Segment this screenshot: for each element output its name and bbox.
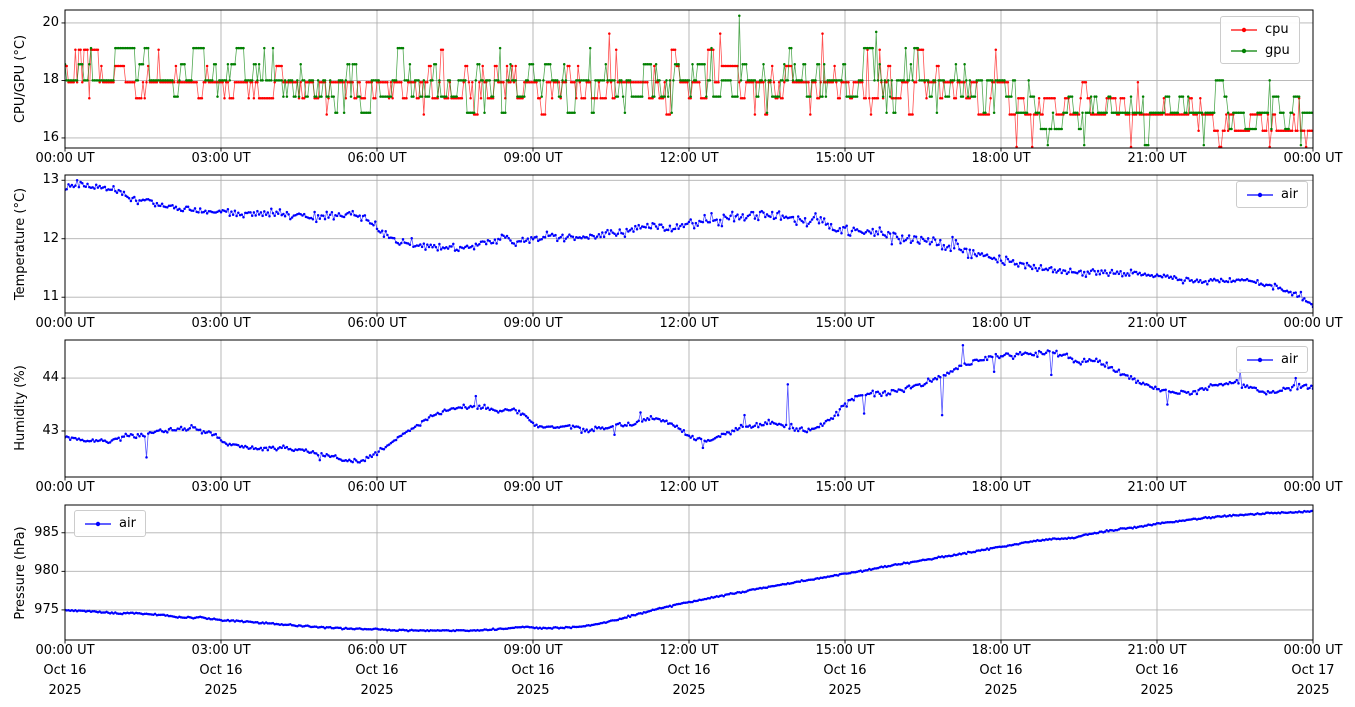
y-tick-label: 13 bbox=[42, 172, 59, 188]
x-tick-label: 00:00 UT bbox=[35, 643, 95, 658]
x-tick-label: 00:00 UT bbox=[1283, 480, 1343, 495]
y-tick-label: 16 bbox=[42, 129, 59, 145]
legend-label-air: air bbox=[119, 516, 136, 531]
x-tick-year: 2025 bbox=[672, 683, 706, 698]
x-tick-label: 21:00 UT bbox=[1127, 316, 1187, 331]
y-tick-label: 12 bbox=[42, 230, 59, 246]
x-tick-label: 09:00 UT bbox=[503, 316, 563, 331]
x-tick-date: Oct 16 bbox=[511, 663, 555, 678]
y-tick-label: 980 bbox=[34, 563, 59, 579]
x-tick-date: Oct 16 bbox=[43, 663, 87, 678]
legend-temperature: air bbox=[1236, 181, 1308, 208]
x-tick-year: 2025 bbox=[984, 683, 1018, 698]
x-tick-label: 00:00 UT bbox=[1283, 151, 1343, 166]
x-tick-label: 06:00 UT bbox=[347, 151, 407, 166]
y-tick-label: 44 bbox=[42, 370, 59, 386]
legend-entry-air-temperature: air bbox=[1246, 184, 1298, 205]
x-tick-label: 09:00 UT bbox=[503, 151, 563, 166]
gpu-line-sample-icon bbox=[1231, 48, 1257, 53]
x-tick-label: 15:00 UT bbox=[815, 480, 875, 495]
x-tick-label: 09:00 UT bbox=[503, 480, 563, 495]
x-tick-year: 2025 bbox=[1140, 683, 1174, 698]
x-tick-label: 12:00 UT bbox=[659, 643, 719, 658]
x-tick-label: 12:00 UT bbox=[659, 316, 719, 331]
y-tick-label: 975 bbox=[34, 601, 59, 617]
x-tick-label: 15:00 UT bbox=[815, 316, 875, 331]
x-tick-label: 15:00 UT bbox=[815, 151, 875, 166]
air-line-sample-icon bbox=[85, 521, 111, 526]
x-tick-date: Oct 17 bbox=[1291, 663, 1335, 678]
legend-label-gpu: gpu bbox=[1265, 43, 1290, 58]
x-tick-label: 03:00 UT bbox=[191, 151, 251, 166]
x-tick-label: 12:00 UT bbox=[659, 151, 719, 166]
x-tick-label: 21:00 UT bbox=[1127, 151, 1187, 166]
x-tick-label: 03:00 UT bbox=[191, 480, 251, 495]
x-tick-label: 09:00 UT bbox=[503, 643, 563, 658]
x-tick-year: 2025 bbox=[360, 683, 394, 698]
y-tick-label: 43 bbox=[42, 422, 59, 438]
x-tick-label: 00:00 UT bbox=[1283, 316, 1343, 331]
x-tick-label: 00:00 UT bbox=[35, 316, 95, 331]
x-tick-label: 03:00 UT bbox=[191, 643, 251, 658]
x-tick-label: 15:00 UT bbox=[815, 643, 875, 658]
legend-label-air: air bbox=[1281, 352, 1298, 367]
y-axis-label-humidity: Humidity (%) bbox=[13, 365, 28, 451]
air-line-sample-icon bbox=[1247, 357, 1273, 362]
x-tick-date: Oct 16 bbox=[355, 663, 399, 678]
x-tick-label: 06:00 UT bbox=[347, 480, 407, 495]
legend-pressure: air bbox=[74, 510, 146, 537]
y-tick-label: 11 bbox=[42, 289, 59, 305]
x-tick-year: 2025 bbox=[48, 683, 82, 698]
air-line-sample-icon bbox=[1247, 192, 1273, 197]
x-tick-label: 06:00 UT bbox=[347, 316, 407, 331]
x-tick-date: Oct 16 bbox=[979, 663, 1023, 678]
x-tick-year: 2025 bbox=[1296, 683, 1330, 698]
x-tick-date: Oct 16 bbox=[1135, 663, 1179, 678]
y-tick-label: 18 bbox=[42, 72, 59, 88]
x-tick-label: 18:00 UT bbox=[971, 316, 1031, 331]
x-tick-year: 2025 bbox=[828, 683, 862, 698]
y-axis-label-temperature: Temperature (°C) bbox=[13, 187, 28, 301]
x-tick-label: 21:00 UT bbox=[1127, 643, 1187, 658]
legend-label-cpu: cpu bbox=[1265, 22, 1289, 37]
y-tick-label: 20 bbox=[42, 14, 59, 30]
legend-humidity: air bbox=[1236, 346, 1308, 373]
x-tick-label: 00:00 UT bbox=[35, 151, 95, 166]
legend-entry-gpu: gpu bbox=[1230, 40, 1290, 61]
legend-cpu-gpu: cpu gpu bbox=[1220, 16, 1300, 64]
cpu-line-sample-icon bbox=[1231, 27, 1257, 32]
legend-entry-cpu: cpu bbox=[1230, 19, 1290, 40]
x-tick-label: 03:00 UT bbox=[191, 316, 251, 331]
x-tick-date: Oct 16 bbox=[199, 663, 243, 678]
x-tick-label: 06:00 UT bbox=[347, 643, 407, 658]
x-tick-label: 18:00 UT bbox=[971, 643, 1031, 658]
y-tick-label: 985 bbox=[34, 524, 59, 540]
x-tick-label: 18:00 UT bbox=[971, 151, 1031, 166]
x-tick-label: 21:00 UT bbox=[1127, 480, 1187, 495]
x-tick-date: Oct 16 bbox=[667, 663, 711, 678]
y-axis-label-cpu-gpu: CPU/GPU (°C) bbox=[13, 34, 28, 124]
x-tick-label: 18:00 UT bbox=[971, 480, 1031, 495]
x-tick-date: Oct 16 bbox=[823, 663, 867, 678]
x-tick-label: 00:00 UT bbox=[1283, 643, 1343, 658]
x-tick-year: 2025 bbox=[516, 683, 550, 698]
legend-label-air: air bbox=[1281, 187, 1298, 202]
legend-entry-air-humidity: air bbox=[1246, 349, 1298, 370]
x-tick-label: 00:00 UT bbox=[35, 480, 95, 495]
x-tick-year: 2025 bbox=[204, 683, 238, 698]
legend-entry-air-pressure: air bbox=[84, 513, 136, 534]
x-tick-label: 12:00 UT bbox=[659, 480, 719, 495]
y-axis-label-pressure: Pressure (hPa) bbox=[13, 526, 28, 620]
